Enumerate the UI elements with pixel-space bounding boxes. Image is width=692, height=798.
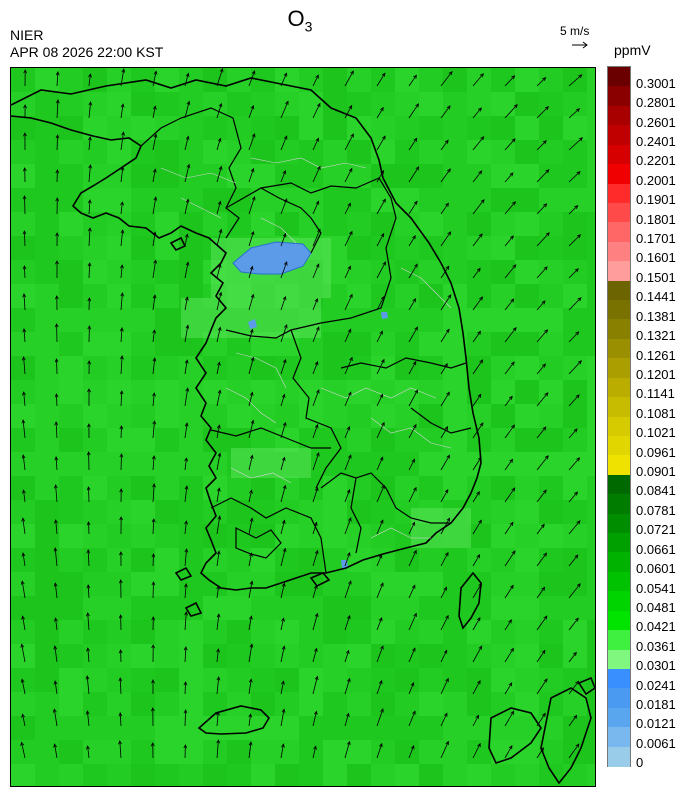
legend-bin xyxy=(608,591,630,612)
legend-label: 0.1021 xyxy=(636,425,676,441)
legend-label: 0.0301 xyxy=(636,658,676,674)
datetime-label: APR 08 2026 22:00 KST xyxy=(10,44,164,60)
legend-label: 0.1901 xyxy=(636,192,676,208)
legend-label: 0.0601 xyxy=(636,561,676,577)
legend-label: 0.0481 xyxy=(636,599,676,615)
legend-bin xyxy=(608,455,630,476)
vector-scale-arrow-icon xyxy=(572,41,588,49)
species-title: O3 xyxy=(287,6,313,35)
legend-label: 0.0841 xyxy=(636,483,676,499)
legend-bin xyxy=(608,727,630,748)
legend-bin xyxy=(608,668,630,689)
legend-label: 0.1701 xyxy=(636,231,676,247)
county-boundaries xyxy=(160,157,452,539)
legend-bin xyxy=(608,707,630,728)
legend-label: 0.0121 xyxy=(636,716,676,732)
legend-label: 0.2801 xyxy=(636,95,676,111)
legend-bin xyxy=(608,202,630,223)
legend-bin xyxy=(608,688,630,709)
coastline xyxy=(11,77,595,785)
legend-bin xyxy=(608,358,630,379)
legend-bin xyxy=(608,241,630,262)
legend-bin xyxy=(608,746,630,767)
legend-bin xyxy=(608,494,630,515)
legend-bin xyxy=(608,222,630,243)
legend-label: 0.0061 xyxy=(636,735,676,751)
legend-bin xyxy=(608,630,630,651)
legend-label: 0.0241 xyxy=(636,677,676,693)
legend-label: 0.1501 xyxy=(636,269,676,285)
legend-label: 0.1141 xyxy=(636,386,675,402)
legend-bin xyxy=(608,319,630,340)
legend-label: 0.0901 xyxy=(636,464,676,480)
legend-bin xyxy=(608,397,630,418)
legend-bin xyxy=(608,610,630,631)
legend-label: 0.0721 xyxy=(636,522,676,538)
legend-label: 0.0541 xyxy=(636,580,676,596)
legend-bin xyxy=(608,280,630,301)
legend-bin xyxy=(608,416,630,437)
legend-bin xyxy=(608,474,630,495)
legend-bin xyxy=(608,377,630,398)
legend-bin xyxy=(608,338,630,359)
legend-label: 0 xyxy=(636,755,644,771)
legend-label: 0.1801 xyxy=(636,211,676,227)
province-boundaries xyxy=(140,107,472,574)
legend-label: 0.0961 xyxy=(636,444,676,460)
legend-bin xyxy=(608,86,630,107)
legend-bin xyxy=(608,105,630,126)
legend-label: 0.0781 xyxy=(636,502,676,518)
legend-bin xyxy=(608,300,630,320)
legend-bin xyxy=(608,125,630,146)
wind-vectors xyxy=(20,68,583,759)
legend-bin xyxy=(608,261,630,282)
legend-bin xyxy=(608,649,630,670)
map-canvas[interactable] xyxy=(11,68,596,787)
vector-scale-label: 5 m/s xyxy=(560,24,590,38)
concentration-cells xyxy=(11,68,595,786)
legend-bin xyxy=(608,571,630,592)
legend-label: 0.1321 xyxy=(636,328,676,344)
legend-label: 0.2001 xyxy=(636,172,676,188)
legend-label: 0.0361 xyxy=(636,638,676,654)
legend-bin xyxy=(608,144,630,165)
legend-label: 0.2401 xyxy=(636,133,676,149)
legend-bin xyxy=(608,164,630,185)
legend-label: 0.2201 xyxy=(636,153,676,169)
agency-label: NIER xyxy=(10,27,44,43)
legend-bin xyxy=(608,513,630,534)
ozone-map[interactable] xyxy=(10,67,596,787)
color-legend xyxy=(607,66,631,767)
legend-label: 0.1601 xyxy=(636,250,676,266)
legend-bin xyxy=(608,533,630,553)
legend-label: 0.1441 xyxy=(636,289,676,305)
legend-label: 0.0661 xyxy=(636,541,676,557)
legend-label: 0.1261 xyxy=(636,347,676,363)
legend-bin xyxy=(608,435,630,456)
legend-label: 0.0421 xyxy=(636,619,676,635)
legend-bin xyxy=(608,67,630,87)
legend-label: 0.1081 xyxy=(636,405,676,421)
legend-label: 0.1381 xyxy=(636,308,676,324)
legend-label: 0.3001 xyxy=(636,75,676,91)
legend-label: 0.2601 xyxy=(636,114,676,130)
legend-label: 0.1201 xyxy=(636,366,676,382)
legend-bin xyxy=(608,552,630,573)
legend-bin xyxy=(608,183,630,204)
legend-label: 0.0181 xyxy=(636,697,676,713)
unit-label: ppmV xyxy=(614,42,651,58)
